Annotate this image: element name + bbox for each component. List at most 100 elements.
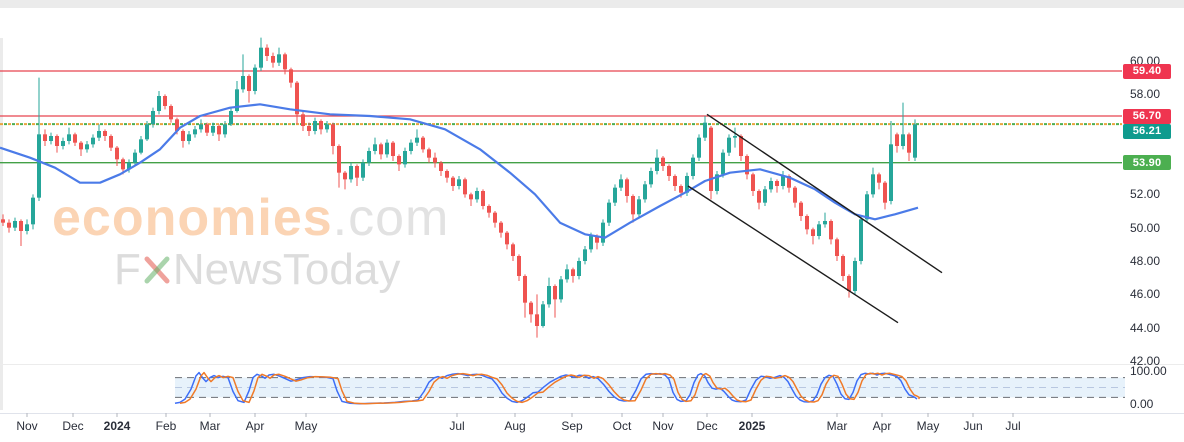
candle[interactable] (769, 181, 773, 190)
y-axis-label-52.00[interactable]: 52.00 (1130, 187, 1161, 202)
candle[interactable] (445, 171, 449, 178)
candle[interactable] (733, 136, 737, 138)
x-axis-label-0-Nov[interactable]: Nov (16, 419, 38, 433)
candle[interactable] (835, 239, 839, 257)
candle[interactable] (619, 179, 623, 188)
candle[interactable] (757, 191, 761, 203)
candle[interactable] (1, 219, 5, 223)
candle[interactable] (385, 142, 389, 155)
trendline-1[interactable] (706, 113, 943, 274)
candle[interactable] (439, 162, 443, 172)
candle[interactable] (397, 156, 401, 165)
candle[interactable] (469, 194, 473, 200)
candle[interactable] (43, 134, 47, 142)
candle[interactable] (475, 191, 479, 200)
candle[interactable] (865, 194, 869, 220)
candle[interactable] (775, 181, 779, 187)
x-axis-label-11-Nov[interactable]: Nov (652, 419, 674, 433)
candle[interactable] (217, 126, 221, 135)
x-axis-label-2-2024[interactable]: 2024 (103, 419, 131, 433)
candle[interactable] (403, 151, 407, 165)
candle[interactable] (337, 146, 341, 173)
price-badge-56.70[interactable]: 56.70 (1123, 108, 1171, 124)
candle[interactable] (331, 124, 335, 147)
candle[interactable] (13, 221, 17, 228)
candle[interactable] (391, 142, 395, 157)
x-axis-label-13-2025[interactable]: 2025 (738, 419, 766, 433)
candle[interactable] (37, 134, 41, 198)
candle[interactable] (571, 269, 575, 277)
x-axis-label-6-May[interactable]: May (294, 419, 318, 433)
y-axis-label-48.00[interactable]: 48.00 (1130, 254, 1161, 268)
candle[interactable] (901, 134, 905, 147)
candle[interactable] (859, 219, 863, 262)
candle[interactable] (193, 129, 197, 135)
candle[interactable] (145, 124, 149, 140)
candle[interactable] (247, 76, 251, 92)
stoch-k-line[interactable] (174, 371, 918, 405)
candle[interactable] (517, 256, 521, 277)
candle[interactable] (283, 54, 287, 70)
candle[interactable] (55, 136, 59, 147)
candle[interactable] (211, 126, 215, 133)
candle[interactable] (199, 124, 203, 130)
candle[interactable] (877, 174, 881, 183)
candle[interactable] (229, 111, 233, 125)
candle[interactable] (565, 269, 569, 280)
candle[interactable] (133, 152, 137, 163)
candle[interactable] (727, 137, 731, 153)
price-badge-59.40[interactable]: 59.40 (1123, 63, 1171, 79)
stoch-axis-label-100.00[interactable]: 100.00 (1130, 364, 1167, 378)
candle[interactable] (655, 157, 659, 172)
candle[interactable] (895, 134, 899, 147)
candle[interactable] (841, 256, 845, 277)
x-axis-label-9-Sep[interactable]: Sep (561, 419, 583, 433)
candle[interactable] (325, 124, 329, 130)
candle[interactable] (799, 202, 803, 217)
candle[interactable] (31, 197, 35, 225)
candle[interactable] (169, 106, 173, 120)
candle[interactable] (661, 157, 665, 167)
candle[interactable] (805, 216, 809, 230)
candle[interactable] (109, 136, 113, 148)
candle[interactable] (745, 156, 749, 175)
candle[interactable] (205, 124, 209, 133)
candle[interactable] (811, 229, 815, 237)
candle[interactable] (235, 89, 239, 112)
candle[interactable] (379, 144, 383, 155)
candle[interactable] (667, 166, 671, 177)
candle[interactable] (313, 121, 317, 132)
candle[interactable] (709, 127, 713, 192)
candle[interactable] (511, 244, 515, 257)
candle[interactable] (715, 174, 719, 192)
candle[interactable] (583, 249, 587, 262)
candle[interactable] (607, 202, 611, 223)
candle[interactable] (883, 182, 887, 203)
candle[interactable] (907, 134, 911, 153)
candle[interactable] (913, 124, 917, 158)
candle[interactable] (721, 152, 725, 175)
candle[interactable] (373, 144, 377, 152)
candle[interactable] (85, 144, 89, 150)
candle[interactable] (163, 96, 167, 107)
candle[interactable] (871, 174, 875, 195)
candle[interactable] (673, 176, 677, 187)
candle[interactable] (277, 54, 281, 63)
x-axis-label-5-Apr[interactable]: Apr (245, 419, 265, 433)
candle[interactable] (409, 142, 413, 152)
candle[interactable] (493, 212, 497, 223)
candle[interactable] (157, 96, 161, 112)
candle[interactable] (355, 166, 359, 178)
x-axis-label-10-Oct[interactable]: Oct (612, 419, 632, 433)
candle[interactable] (301, 114, 305, 127)
candle[interactable] (343, 172, 347, 180)
candle[interactable] (589, 236, 593, 250)
x-axis-label-17-Jun[interactable]: Jun (963, 419, 983, 433)
candle[interactable] (553, 286, 557, 300)
candle[interactable] (499, 222, 503, 233)
candle[interactable] (577, 261, 581, 277)
x-axis-label-18-Jul[interactable]: Jul (1005, 419, 1021, 433)
candle[interactable] (307, 126, 311, 132)
candle[interactable] (175, 119, 179, 132)
candle[interactable] (529, 302, 533, 315)
